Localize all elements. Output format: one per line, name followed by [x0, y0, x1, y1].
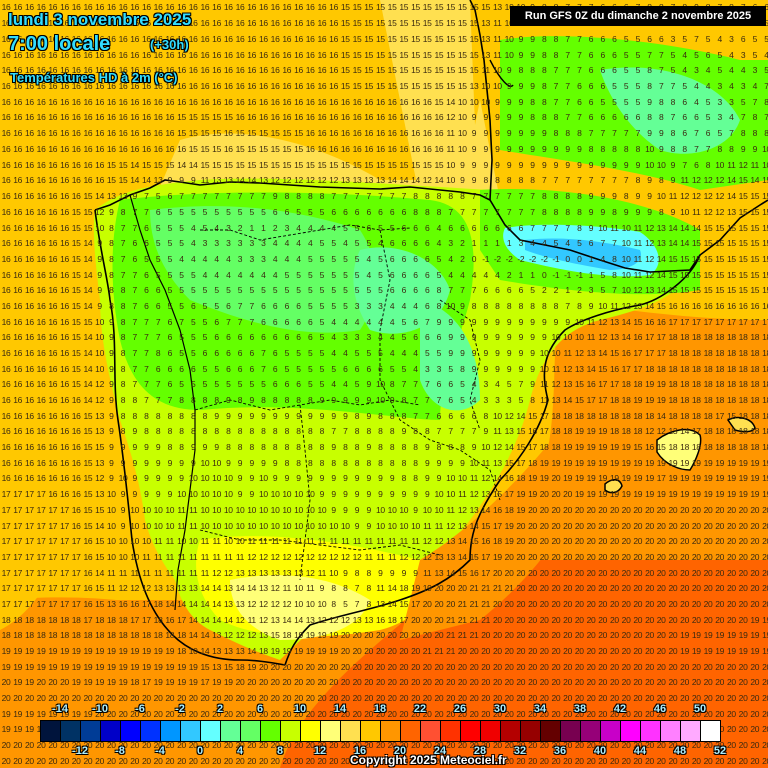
- legend-label-bottom: 52: [713, 745, 727, 757]
- legend-label-bottom: 28: [473, 745, 487, 757]
- legend-color-box: [501, 721, 521, 741]
- legend-color-box: [281, 721, 301, 741]
- legend-label-bottom: 48: [673, 745, 687, 757]
- legend-label-top: 22: [413, 703, 427, 715]
- legend-label-top: -2: [175, 703, 185, 715]
- legend-label-bottom: 44: [633, 745, 647, 757]
- legend-color-box: [521, 721, 541, 741]
- legend-label-top: 30: [493, 703, 507, 715]
- legend-color-box: [541, 721, 561, 741]
- legend-label-bottom: 12: [313, 745, 327, 757]
- legend-color-box: [441, 721, 461, 741]
- legend-label-bottom: 20: [393, 745, 407, 757]
- legend-label-top: 50: [693, 703, 707, 715]
- model-run-label: Run GFS 0Z du dimanche 2 novembre 2025: [510, 6, 766, 26]
- legend-color-box: [681, 721, 701, 741]
- copyright: Copyright 2025 Meteociel.fr: [350, 753, 507, 767]
- legend-label-top: 18: [373, 703, 387, 715]
- legend-label-top: 10: [293, 703, 307, 715]
- legend-color-box: [241, 721, 261, 741]
- legend-label-top: 26: [453, 703, 467, 715]
- legend-label-top: 2: [216, 703, 224, 715]
- legend-label-bottom: 16: [353, 745, 367, 757]
- legend-color-box: [641, 721, 661, 741]
- legend-color-box: [161, 721, 181, 741]
- legend-color-box: [101, 721, 121, 741]
- legend-color-box: [481, 721, 501, 741]
- legend-label-bottom: 32: [513, 745, 527, 757]
- legend-color-box: [421, 721, 441, 741]
- forecast-offset: (+30h): [150, 37, 189, 52]
- legend-label-bottom: 0: [196, 745, 204, 757]
- legend-color-box: [581, 721, 601, 741]
- legend-label-bottom: -8: [115, 745, 125, 757]
- forecast-time: 7:00 locale: [8, 33, 111, 55]
- legend-label-top: 6: [256, 703, 264, 715]
- legend-color-box: [261, 721, 281, 741]
- legend-color-box: [561, 721, 581, 741]
- legend-label-bottom: 40: [593, 745, 607, 757]
- legend-color-box: [41, 721, 61, 741]
- legend-label-top: -14: [52, 703, 68, 715]
- legend-color-box: [81, 721, 101, 741]
- legend-color-box: [141, 721, 161, 741]
- color-legend-bar: [40, 720, 721, 742]
- legend-label-top: 14: [333, 703, 347, 715]
- legend-color-box: [361, 721, 381, 741]
- legend-color-box: [181, 721, 201, 741]
- legend-label-top: -10: [92, 703, 108, 715]
- legend-label-top: 46: [653, 703, 667, 715]
- legend-color-box: [61, 721, 81, 741]
- legend-color-box: [601, 721, 621, 741]
- legend-color-box: [461, 721, 481, 741]
- variable-title: Températures HD à 2m (°C): [10, 70, 178, 85]
- legend-label-bottom: 4: [236, 745, 244, 757]
- legend-color-box: [121, 721, 141, 741]
- legend-label-top: 38: [573, 703, 587, 715]
- legend-color-box: [201, 721, 221, 741]
- legend-color-box: [401, 721, 421, 741]
- forecast-date: lundi 3 novembre 2025: [8, 10, 192, 29]
- legend-color-box: [661, 721, 681, 741]
- legend-label-bottom: 24: [433, 745, 447, 757]
- legend-label-bottom: -4: [155, 745, 165, 757]
- legend-color-box: [301, 721, 321, 741]
- legend-color-box: [321, 721, 341, 741]
- legend-label-top: 34: [533, 703, 547, 715]
- legend-label-bottom: -12: [72, 745, 88, 757]
- legend-label-top: 42: [613, 703, 627, 715]
- legend-label-top: -6: [135, 703, 145, 715]
- legend-color-box: [701, 721, 720, 741]
- legend-label-bottom: 36: [553, 745, 567, 757]
- legend-color-box: [621, 721, 641, 741]
- legend-label-bottom: 8: [276, 745, 284, 757]
- legend-color-box: [221, 721, 241, 741]
- legend-color-box: [341, 721, 361, 741]
- legend-color-box: [381, 721, 401, 741]
